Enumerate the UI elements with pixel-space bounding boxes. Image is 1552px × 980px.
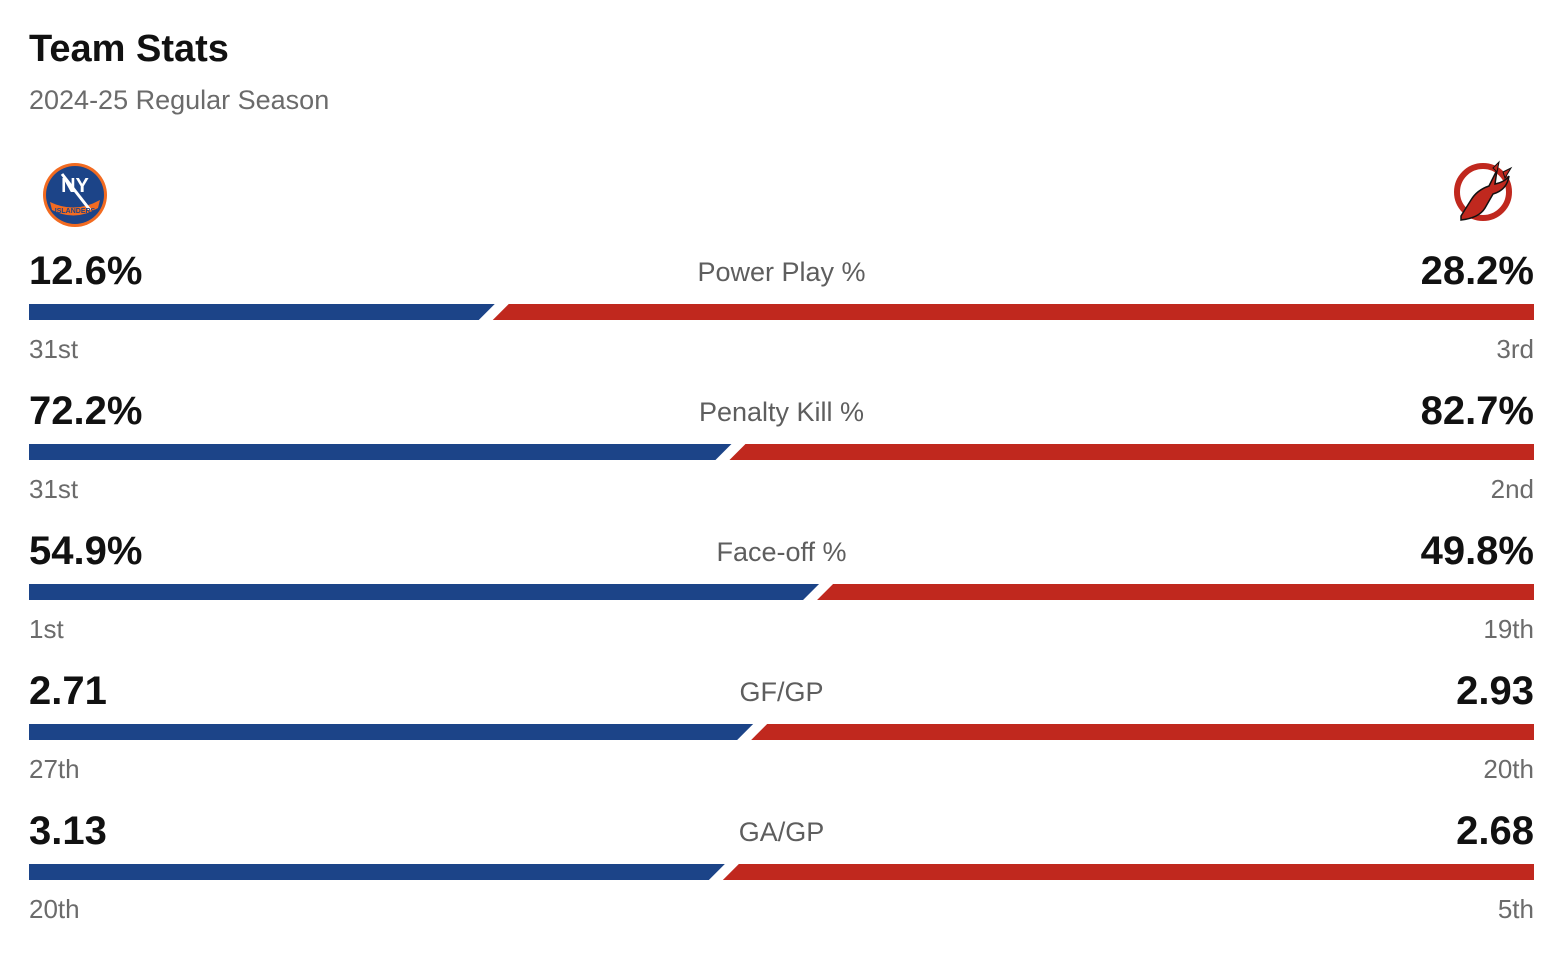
away-stat-value: 2.71	[29, 669, 107, 713]
home-league-rank: 20th	[1483, 754, 1534, 784]
home-stat-value: 49.8%	[1420, 529, 1534, 573]
stat-label: GA/GP	[738, 817, 825, 847]
home-stat-value: 82.7%	[1420, 389, 1534, 433]
comparison-bar	[29, 724, 1534, 740]
home-league-rank: 2nd	[1490, 474, 1534, 504]
stat-row: 3.13 GA/GP 2.68 20th 5th	[29, 808, 1534, 928]
season-subtitle: 2024-25 Regular Season	[29, 85, 330, 115]
home-share-bar	[722, 864, 1534, 880]
comparison-bar	[29, 444, 1534, 460]
islanders-logo-letters: NY	[61, 175, 89, 197]
islanders-logo-icon: NY ISLANDERS	[42, 162, 108, 228]
stat-label: Face-off %	[716, 537, 847, 567]
stat-label: GF/GP	[739, 677, 824, 707]
home-league-rank: 5th	[1497, 894, 1534, 924]
away-stat-value: 72.2%	[29, 389, 143, 433]
home-league-rank: 19th	[1483, 614, 1534, 644]
stat-row: 54.9% Face-off % 49.8% 1st 19th	[29, 528, 1534, 648]
home-share-bar	[817, 584, 1534, 600]
comparison-bar	[29, 304, 1534, 320]
home-league-rank: 3rd	[1496, 334, 1534, 364]
away-share-bar	[29, 864, 725, 880]
devils-logo-icon	[1449, 160, 1515, 226]
stat-row: 72.2% Penalty Kill % 82.7% 31st 2nd	[29, 388, 1534, 508]
away-stat-value: 12.6%	[29, 249, 143, 293]
away-share-bar	[29, 584, 820, 600]
away-stat-value: 3.13	[29, 809, 107, 853]
away-league-rank: 31st	[29, 334, 79, 364]
away-league-rank: 27th	[29, 754, 80, 784]
stat-label: Penalty Kill %	[698, 397, 865, 427]
comparison-bar	[29, 864, 1534, 880]
comparison-bar	[29, 584, 1534, 600]
away-share-bar	[29, 444, 732, 460]
away-stat-value: 54.9%	[29, 529, 143, 573]
away-league-rank: 20th	[29, 894, 80, 924]
islanders-logo-wordmark: ISLANDERS	[55, 208, 96, 215]
home-stat-value: 28.2%	[1420, 249, 1534, 293]
page-title: Team Stats	[29, 28, 229, 70]
stat-row: 2.71 GF/GP 2.93 27th 20th	[29, 668, 1534, 788]
stat-row: 12.6% Power Play % 28.2% 31st 3rd	[29, 248, 1534, 368]
away-league-rank: 1st	[29, 614, 64, 644]
stat-label: Power Play %	[697, 257, 866, 287]
home-share-bar	[729, 444, 1534, 460]
away-share-bar	[29, 724, 754, 740]
home-share-bar	[751, 724, 1534, 740]
away-share-bar	[29, 304, 495, 320]
home-stat-value: 2.68	[1456, 809, 1534, 853]
home-stat-value: 2.93	[1456, 669, 1534, 713]
away-league-rank: 31st	[29, 474, 79, 504]
home-share-bar	[492, 304, 1534, 320]
